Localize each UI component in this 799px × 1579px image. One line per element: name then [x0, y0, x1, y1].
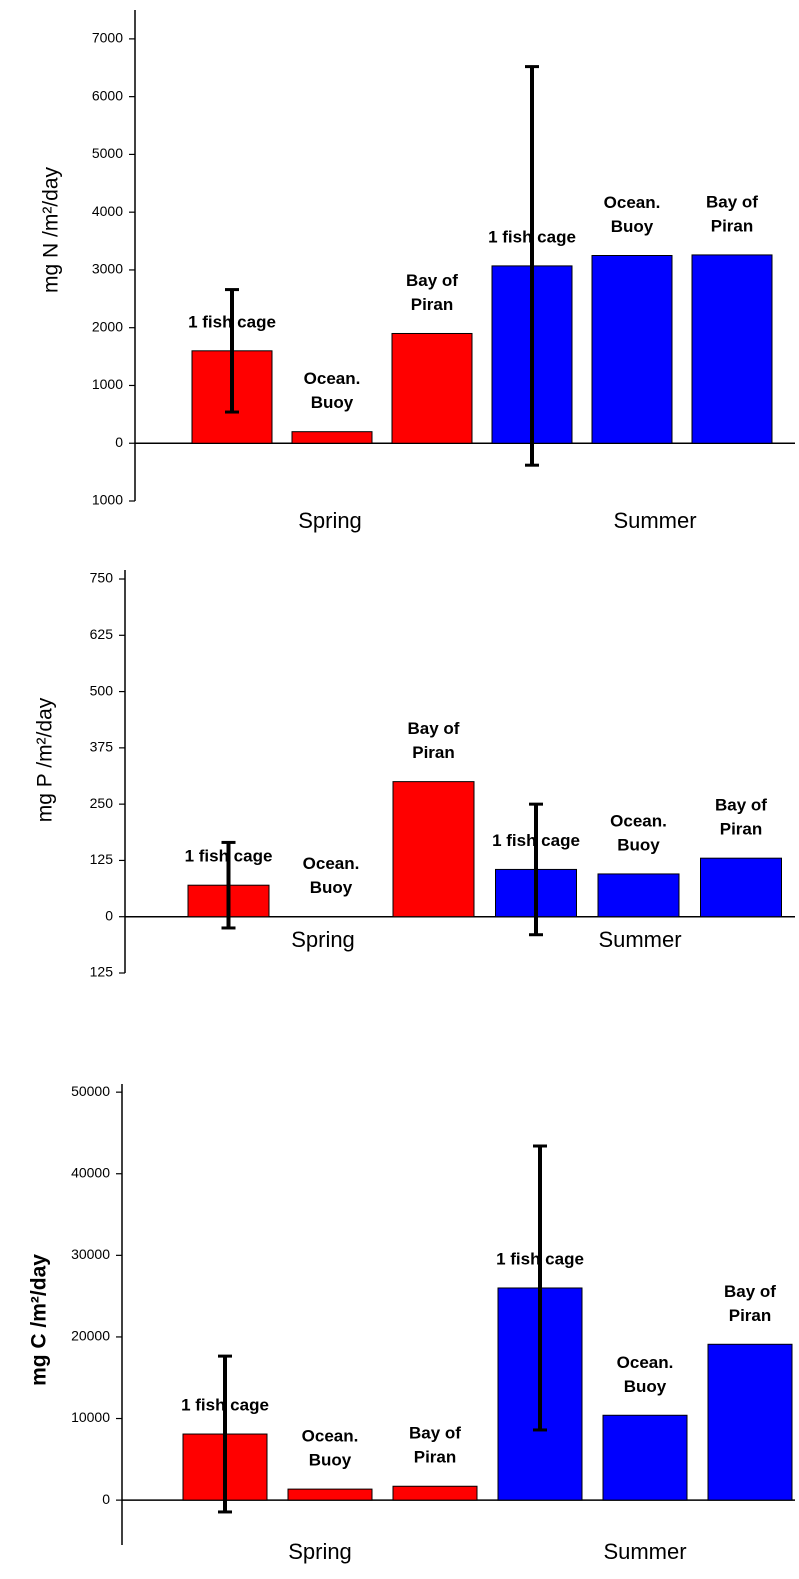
category-label: Ocean.	[303, 854, 360, 873]
category-label: Buoy	[617, 835, 660, 854]
category-label: Piran	[411, 295, 454, 314]
y-tick-label: 250	[90, 795, 114, 811]
group-label: Summer	[603, 1539, 686, 1564]
category-label: Ocean.	[610, 811, 667, 830]
y-axis-label: mg P /m²/day	[34, 697, 57, 822]
bar	[287, 1488, 373, 1501]
bar	[392, 781, 475, 918]
y-tick-label: 3000	[92, 261, 123, 277]
bar	[700, 857, 782, 918]
bar	[597, 873, 680, 918]
y-tick-label: 2000	[92, 318, 123, 334]
category-label: 1 fish cage	[181, 1396, 269, 1415]
category-label: Bay of	[715, 796, 767, 815]
category-label: 1 fish cage	[492, 831, 580, 850]
y-tick-label: 0	[102, 1491, 110, 1507]
group-label: Spring	[298, 508, 362, 533]
category-label: Bay of	[724, 1282, 776, 1301]
group-label: Spring	[291, 927, 355, 952]
group-label: Summer	[613, 508, 696, 533]
category-label: 1 fish cage	[488, 227, 576, 246]
y-tick-label: 625	[90, 626, 114, 642]
category-label: 1 fish cage	[188, 312, 276, 331]
category-label: Ocean.	[304, 369, 361, 388]
y-tick-label: 40000	[71, 1164, 110, 1180]
y-tick-label: 7000	[92, 30, 123, 46]
category-label: Ocean.	[617, 1353, 674, 1372]
category-label: Buoy	[624, 1377, 667, 1396]
bar	[707, 1343, 793, 1501]
category-label: Buoy	[310, 878, 353, 897]
y-tick-label: 1000	[92, 376, 123, 392]
y-tick-label: 0	[105, 907, 113, 923]
y-tick-label: 1000	[92, 492, 123, 508]
bar	[691, 254, 773, 444]
category-label: Buoy	[311, 393, 354, 412]
bar	[392, 1485, 478, 1501]
bar	[591, 255, 673, 444]
category-label: Piran	[412, 743, 455, 762]
group-label: Summer	[598, 927, 681, 952]
category-label: Piran	[720, 820, 763, 839]
category-label: Piran	[711, 216, 754, 235]
y-tick-label: 125	[90, 851, 114, 867]
y-tick-label: 50000	[71, 1083, 110, 1099]
y-tick-label: 4000	[92, 203, 123, 219]
category-label: Piran	[414, 1448, 457, 1467]
category-label: Piran	[729, 1306, 772, 1325]
category-label: Buoy	[611, 217, 654, 236]
y-tick-label: 375	[90, 739, 114, 755]
group-label: Spring	[288, 1539, 352, 1564]
y-tick-label: 500	[90, 682, 114, 698]
category-label: Bay of	[409, 1424, 461, 1443]
bar	[291, 431, 373, 444]
category-label: Buoy	[309, 1451, 352, 1470]
y-axis-label: mg N /m²/day	[40, 166, 63, 293]
category-label: Ocean.	[604, 193, 661, 212]
category-label: Bay of	[706, 192, 758, 211]
bar	[391, 332, 473, 444]
category-label: Bay of	[406, 271, 458, 290]
y-tick-label: 6000	[92, 87, 123, 103]
y-tick-label: 0	[115, 434, 123, 450]
category-label: 1 fish cage	[185, 847, 273, 866]
y-tick-label: 30000	[71, 1246, 110, 1262]
y-tick-label: 750	[90, 570, 114, 586]
y-tick-label: 20000	[71, 1328, 110, 1344]
category-label: Bay of	[408, 719, 460, 738]
y-tick-label: 10000	[71, 1409, 110, 1425]
y-tick-label: 5000	[92, 145, 123, 161]
category-label: Ocean.	[302, 1427, 359, 1446]
bar	[602, 1414, 688, 1501]
y-tick-label: 125	[90, 964, 114, 980]
y-axis-label: mg C /m²/day	[28, 1254, 51, 1386]
category-label: 1 fish cage	[496, 1249, 584, 1268]
